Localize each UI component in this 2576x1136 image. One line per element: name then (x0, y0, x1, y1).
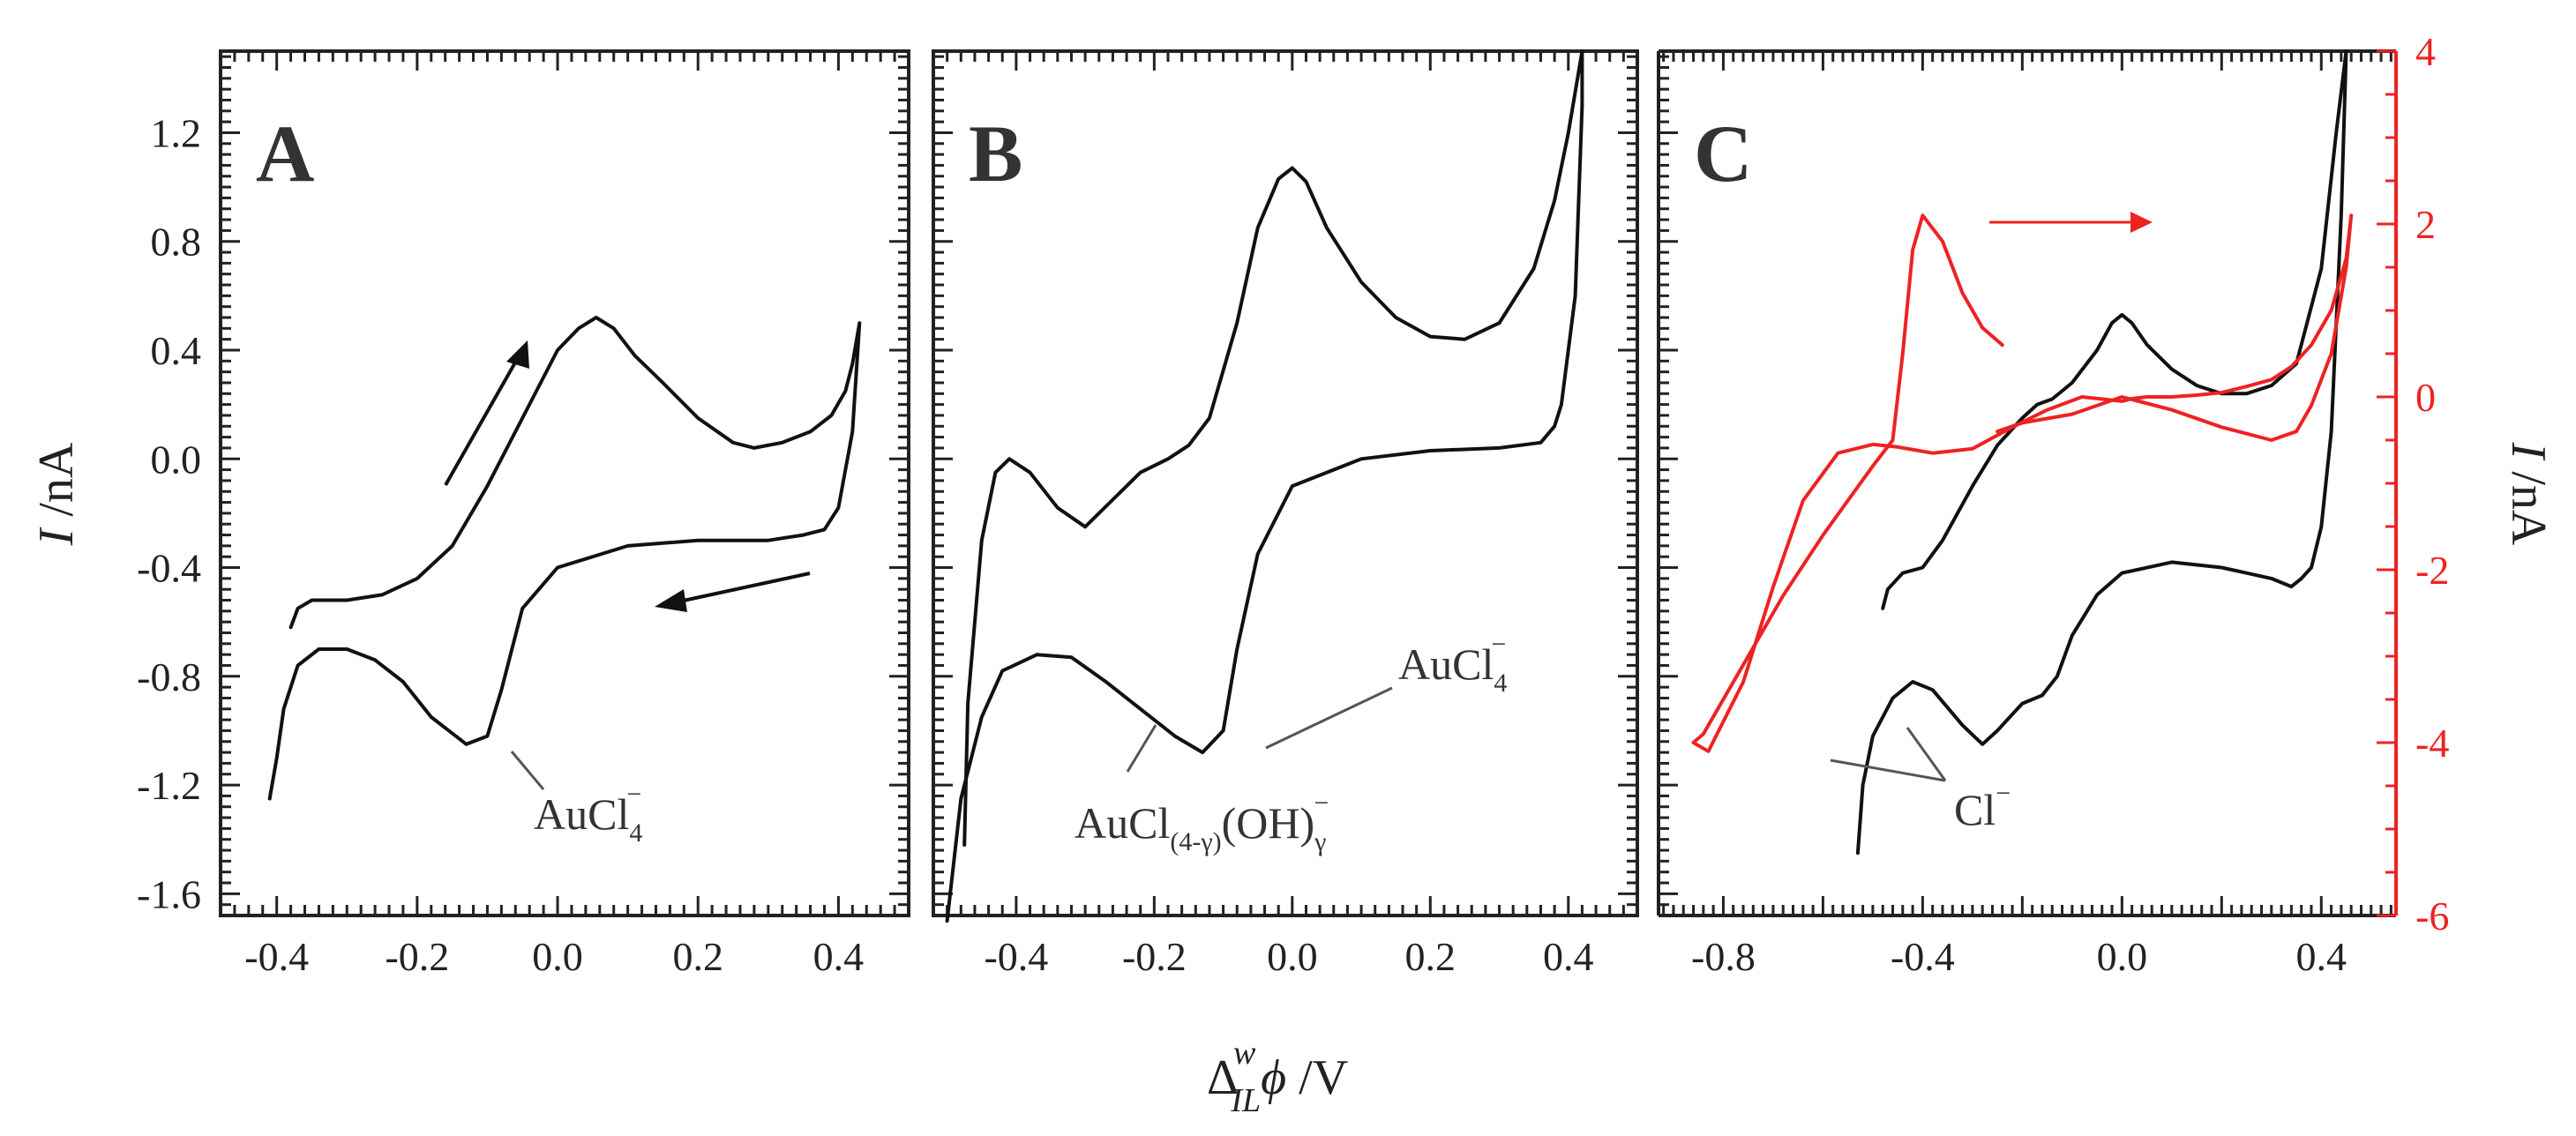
panel-c-red-arrowhead (2130, 212, 2153, 233)
x-tick-label: -0.4 (984, 934, 1048, 979)
y-tick-label: 0.0 (151, 437, 202, 482)
panel-b-traces (945, 49, 1584, 923)
panel-a-letter: A (256, 108, 314, 198)
panel-b-annotation-line-2 (1126, 724, 1157, 773)
y-tick-label: 1.2 (151, 110, 202, 155)
x-tick-label: -0.4 (1891, 934, 1955, 979)
x-axis-title: Δw ILϕ /V (1207, 1035, 1348, 1119)
panel-c-right-y-tick-labels: 4 2 0 -2 -4 -6 (2415, 29, 2449, 938)
series-line-black-cv (1855, 49, 2348, 856)
x-tick-label: 0.0 (1267, 934, 1318, 979)
y-axis-left-title: I /nA (29, 442, 84, 546)
x-tick-label: -0.8 (1691, 934, 1756, 979)
panel-a-annotation: AuCl4− (534, 780, 642, 848)
panel-b-frame (932, 49, 1639, 917)
right-y-tick-label: -4 (2415, 721, 2449, 766)
x-tick-label: 0.4 (2296, 934, 2348, 979)
series-line-red-cv (1691, 213, 2354, 753)
panel-c-annotation-line-red (1830, 759, 1946, 782)
panel-a-reverse-arrow (678, 572, 811, 603)
panel-a-reverse-arrowhead (655, 589, 687, 612)
right-y-tick-label: 4 (2415, 29, 2436, 74)
y-tick-label: 0.4 (151, 328, 202, 373)
panel-c-x-tick-labels: -0.8 -0.4 0.0 0.4 (1691, 934, 2347, 979)
y-tick-label: -0.8 (137, 654, 201, 699)
panel-a-y-tick-labels: 1.2 0.8 0.4 0.0 -0.4 -0.8 -1.2 -1.6 (137, 110, 201, 916)
panel-b-ticks (932, 51, 1639, 917)
panel-b-x-tick-labels: -0.4 -0.2 0.0 0.2 0.4 (984, 934, 1593, 979)
x-tick-label: -0.2 (1122, 934, 1187, 979)
panel-b: -0.4 -0.2 0.0 0.2 0.4 B AuCl4− AuCl(4-γ)(OH)… (932, 49, 1639, 979)
y-tick-label: -1.2 (137, 763, 201, 808)
panel-c-letter: C (1694, 108, 1752, 198)
y-tick-label: 0.8 (151, 220, 202, 265)
x-tick-label: 0.4 (813, 934, 865, 979)
x-tick-label: 0.0 (2097, 934, 2148, 979)
panel-b-letter: B (969, 108, 1022, 198)
right-y-tick-label: 2 (2415, 202, 2436, 247)
panel-a-traces (267, 316, 862, 801)
panel-a-annotation-line (510, 751, 545, 790)
x-tick-label: -0.2 (385, 934, 449, 979)
panel-c-ticks (1659, 49, 2396, 917)
series-line-cv (267, 316, 862, 801)
panel-a-frame (219, 49, 910, 917)
panel-c-traces (1691, 49, 2354, 856)
x-tick-label: 0.2 (1405, 934, 1456, 979)
panel-a-ticks (219, 51, 910, 917)
y-tick-label: -0.4 (137, 546, 201, 591)
x-tick-label: 0.2 (672, 934, 723, 979)
panel-c: -0.8 -0.4 0.0 0.4 4 2 0 -2 -4 -6 C Cl− (1657, 29, 2449, 979)
right-y-tick-label: -2 (2415, 548, 2449, 593)
y-axis-right-title: I /nA (2501, 442, 2556, 546)
panel-c-annotation: Cl− (1954, 779, 2011, 834)
panel-a: -0.4 -0.2 0.0 0.2 0.4 1.2 0.8 0.4 0.0 -0.4 -0.8 -1… (137, 49, 910, 979)
panel-b-annotation-2: AuCl(4-γ)(OH)γ− (1075, 788, 1329, 856)
y-tick-label: -1.6 (137, 871, 201, 916)
series-line-cv (945, 49, 1584, 923)
x-tick-label: -0.4 (244, 934, 309, 979)
x-tick-label: 0.0 (532, 934, 583, 979)
panel-a-forward-arrow (444, 355, 520, 486)
panel-c-annotation-line-black (1906, 727, 1947, 781)
panel-b-annotation-1: AuCl4− (1398, 630, 1507, 698)
right-y-tick-label: 0 (2415, 375, 2436, 420)
x-tick-label: 0.4 (1543, 934, 1594, 979)
panel-b-annotation-line-1 (1265, 686, 1393, 750)
panel-a-forward-arrowhead (506, 340, 529, 369)
right-y-tick-label: -6 (2415, 893, 2449, 938)
panel-a-x-tick-labels: -0.4 -0.2 0.0 0.2 0.4 (244, 934, 864, 979)
